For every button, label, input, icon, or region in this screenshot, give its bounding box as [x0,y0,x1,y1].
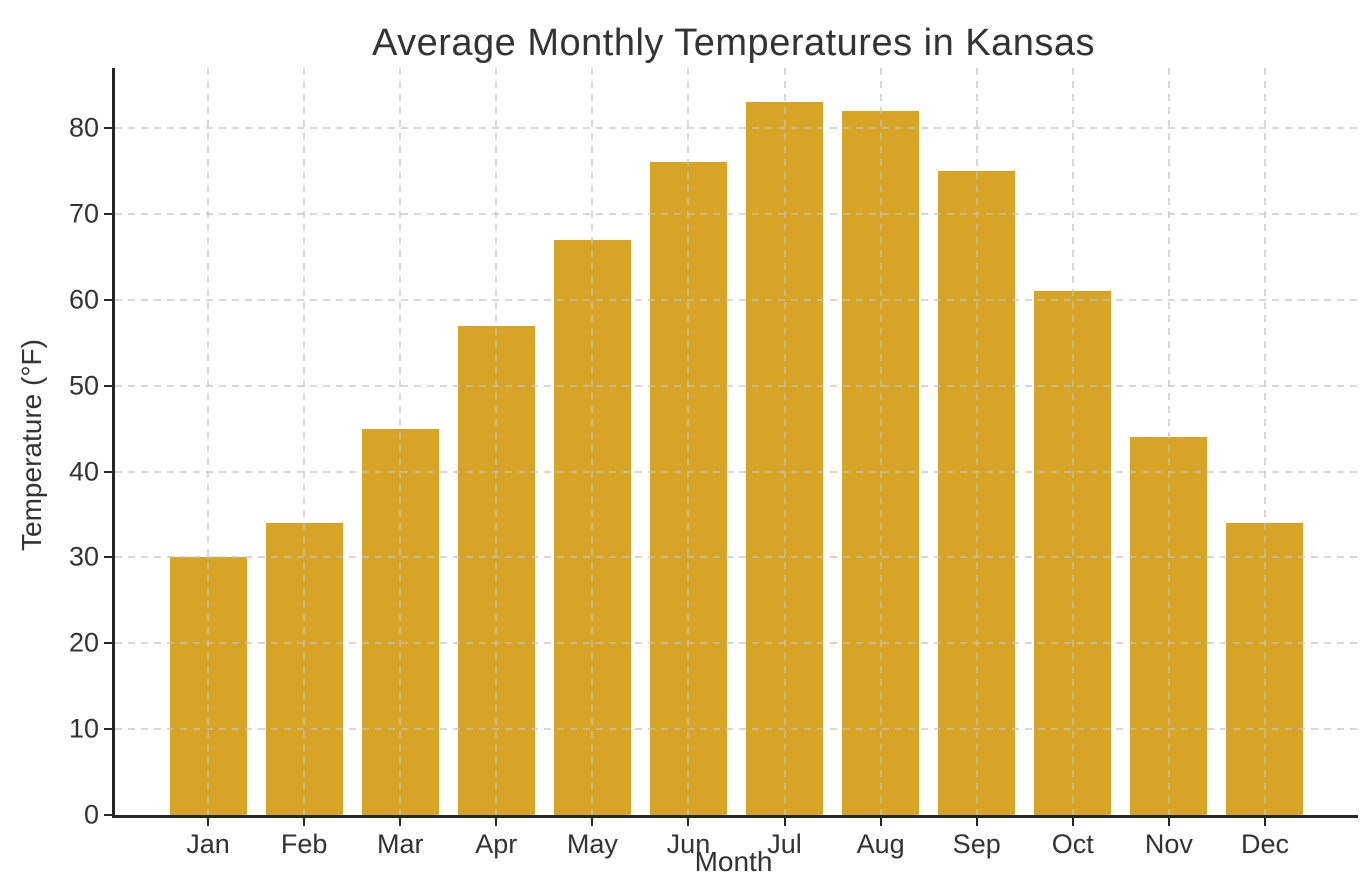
gridline-x-jun [687,68,690,815]
x-tick-label-oct: Oct [1051,829,1094,859]
x-tick-mark-sep [975,818,978,826]
y-tick-mark-80 [104,127,112,130]
y-tick-mark-60 [104,298,112,301]
y-tick-mark-50 [104,384,112,387]
x-axis-label: Month [694,846,773,877]
y-tick-mark-40 [104,470,112,473]
gridline-x-feb [303,68,306,815]
y-tick-mark-70 [104,212,112,215]
x-tick-mark-dec [1263,818,1266,826]
gridline-x-apr [495,68,498,815]
y-tick-label-20: 20 [68,627,99,658]
y-tick-mark-0 [104,814,112,816]
x-tick-mark-jun [687,818,690,826]
x-tick-label-mar: Mar [376,829,424,859]
gridline-x-nov [1167,68,1170,815]
x-tick-mark-aug [879,818,882,826]
x-tick-label-jul: Jul [767,829,802,859]
y-tick-label-0: 0 [83,799,99,830]
x-tick-mark-may [591,818,594,826]
gridline-x-jan [207,68,210,815]
plot-area: 0 10 20 30 40 50 60 70 80 Jan Feb Mar Apr May Jun Jul Au… [69,68,1358,859]
gridline-x-jul [783,68,786,815]
x-tick-label-aug: Aug [856,829,905,859]
gridline-x-mar [399,68,402,815]
y-tick-label-80: 80 [68,112,99,143]
x-tick-mark-jan [207,818,210,826]
x-tick-mark-mar [399,818,402,826]
y-tick-mark-10 [104,728,112,731]
x-tick-label-dec: Dec [1240,829,1289,859]
y-axis-label: Temperature (°F) [16,339,47,551]
x-tick-label-may: May [566,829,618,859]
gridline-x-dec [1263,68,1266,815]
chart-title: Average Monthly Temperatures in Kansas [371,22,1096,64]
x-tick-mark-feb [303,818,306,826]
x-tick-mark-apr [495,818,498,826]
x-tick-label-jun: Jun [666,829,711,859]
x-tick-label-sep: Sep [952,829,1001,859]
gridline-x-may [591,68,594,815]
gridline-y-10 [115,728,1358,731]
y-tick-label-40: 40 [68,456,99,487]
gridline-y-70 [115,212,1358,215]
x-tick-label-apr: Apr [475,829,518,859]
gridline-y-80 [115,127,1358,130]
gridline-x-sep [975,68,978,815]
gridline-y-40 [115,470,1358,473]
gridline-y-50 [115,384,1358,387]
y-tick-label-50: 50 [68,370,99,401]
y-tick-label-70: 70 [68,198,99,229]
x-tick-label-feb: Feb [280,829,328,859]
gridline-y-30 [115,556,1358,559]
gridline-x-oct [1071,68,1074,815]
x-tick-mark-nov [1167,818,1170,826]
y-tick-label-60: 60 [68,284,99,315]
x-tick-mark-jul [783,818,786,826]
y-tick-label-10: 10 [68,713,99,744]
x-tick-mark-oct [1071,818,1074,826]
x-tick-label-jan: Jan [186,829,230,859]
y-tick-label-30: 30 [68,541,99,572]
gridline-y-20 [115,642,1358,645]
y-tick-mark-20 [104,642,112,645]
gridline-y-60 [115,298,1358,301]
gridline-x-aug [879,68,882,815]
x-tick-label-nov: Nov [1144,829,1193,859]
y-tick-mark-30 [104,556,112,559]
